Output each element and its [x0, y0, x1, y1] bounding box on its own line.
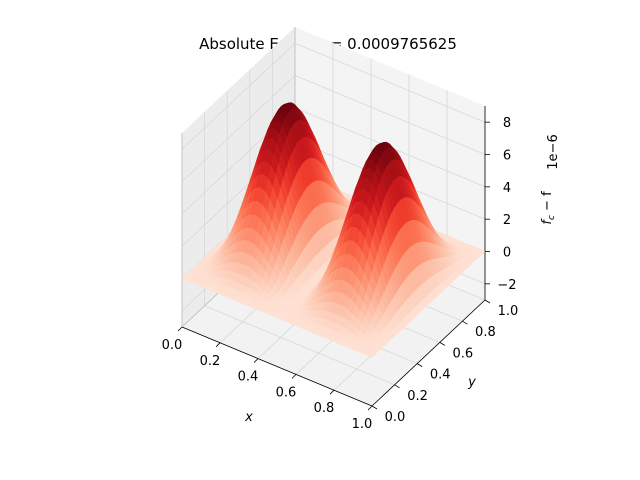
x-tick-label: 0.8	[314, 401, 335, 416]
y-axis-line	[371, 299, 486, 407]
x-tick-mark	[215, 342, 221, 348]
axis-labels: x y fc − f 1e−6	[244, 134, 561, 425]
y-tick-mark	[439, 342, 446, 346]
z-axis-label: fc − f	[540, 191, 557, 225]
y-tick-mark	[416, 363, 423, 367]
z-tick-label: 0	[503, 246, 511, 261]
x-tick-label: 0.6	[276, 385, 297, 400]
x-tick-label: 0.2	[200, 354, 221, 369]
y-tick-label: 1.0	[498, 304, 519, 319]
tick-labels: 0.00.20.40.60.81.0 0.00.20.40.60.81.0−202…	[162, 116, 519, 432]
y-tick-mark	[484, 299, 491, 304]
z-tick-label: −2	[497, 278, 516, 293]
z-tick-label: 8	[503, 116, 511, 131]
y-tick-label: 0.6	[452, 346, 473, 361]
x-tick-mark	[329, 389, 335, 395]
z-tick-label: 4	[503, 181, 511, 196]
x-tick-mark	[367, 405, 373, 411]
y-tick-label: 0.8	[475, 325, 496, 340]
x-tick-mark	[291, 374, 297, 379]
z-tick-label: 2	[503, 213, 511, 228]
x-tick-label: 1.0	[352, 417, 373, 432]
z-tick-label: 6	[503, 149, 511, 164]
surface-facet	[366, 352, 376, 358]
x-tick-label: 0.4	[238, 370, 259, 385]
x-axis-label: x	[244, 410, 253, 425]
x-axis-line	[181, 326, 373, 407]
z-offset-text: 1e−6	[546, 134, 561, 169]
x-tick-label: 0.0	[162, 338, 183, 353]
y-tick-label: 0.4	[430, 368, 451, 383]
x-tick-mark	[177, 326, 183, 332]
x-tick-mark	[253, 358, 259, 363]
y-tick-mark	[371, 405, 378, 410]
y-tick-label: 0.2	[407, 389, 428, 404]
y-axis-label: y	[467, 375, 476, 390]
y-tick-label: 0.0	[385, 410, 406, 425]
y-tick-mark	[462, 320, 468, 325]
y-tick-mark	[394, 384, 400, 389]
error-surface	[181, 102, 486, 358]
